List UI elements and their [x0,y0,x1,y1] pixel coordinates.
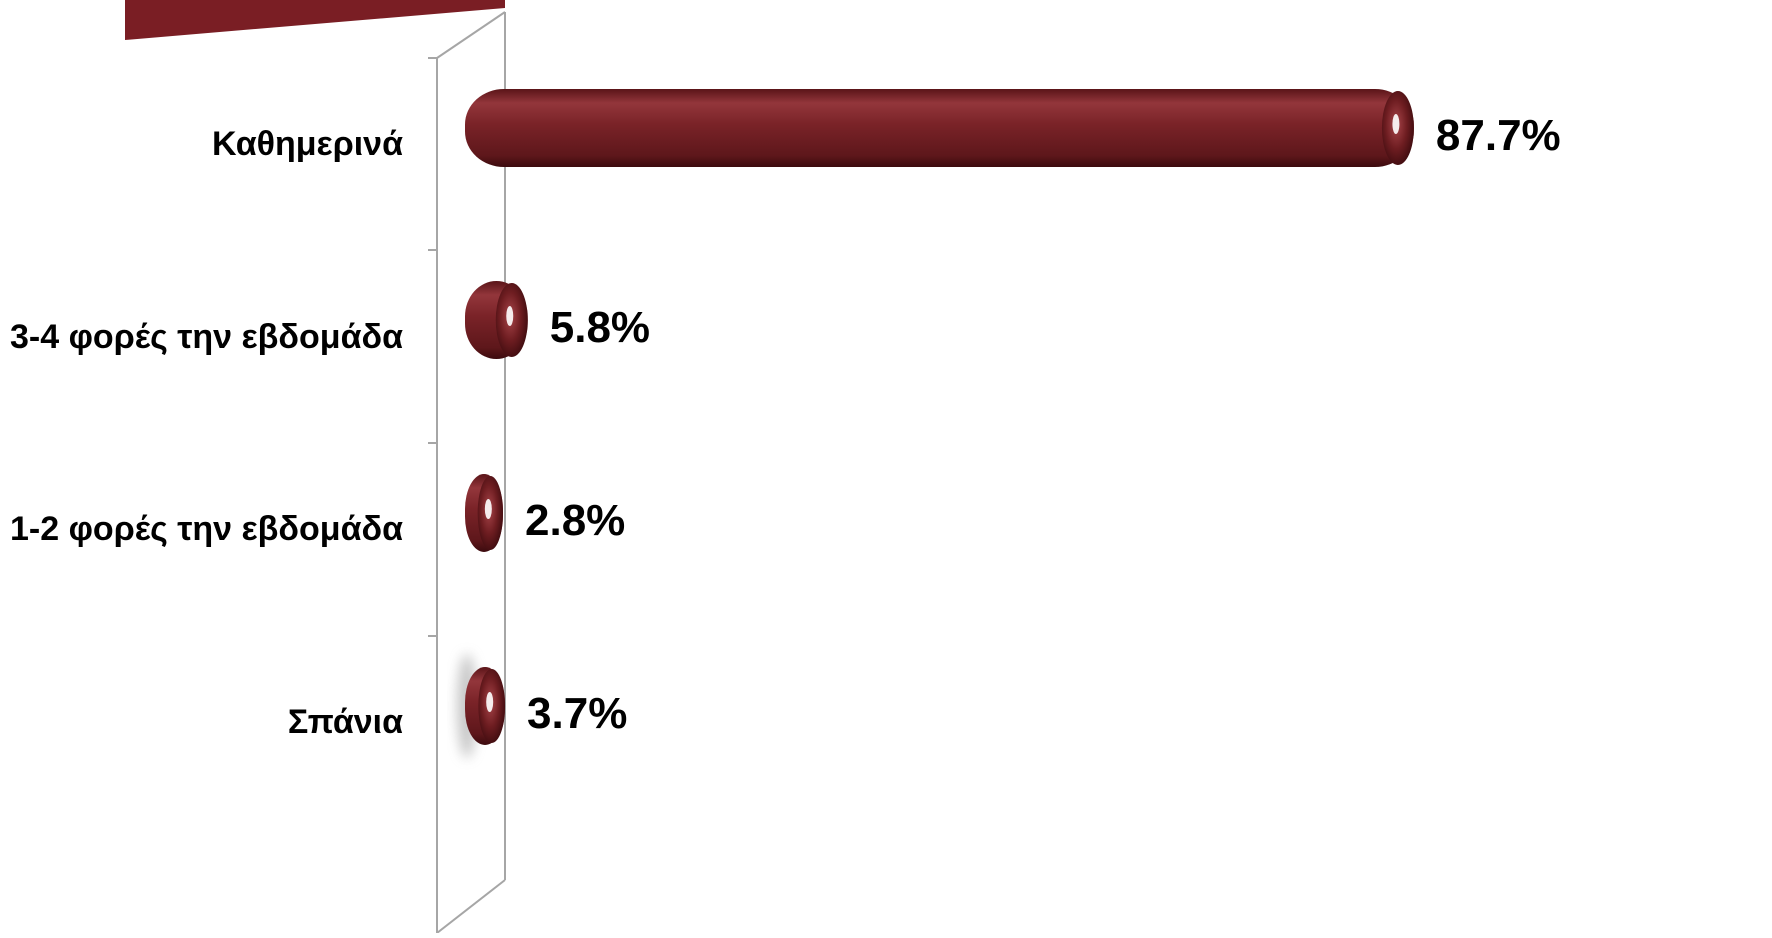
category-label: 1-2 φορές την εβδομάδα [10,510,403,548]
bar-highlight [1392,114,1400,134]
value-label: 3.7% [527,689,627,738]
value-label: 2.8% [525,496,625,545]
category-label: Σπάνια [288,703,403,741]
labels-layer: Καθημερινά 87.7% 3-4 φορές την εβδομάδα 5.8… [10,111,1561,741]
axis-bottom-diagonal [436,879,506,934]
axis-back-top [436,11,506,59]
bar-highlight [484,499,492,519]
bar-body [465,89,1414,167]
bar [465,474,504,552]
bar [465,89,1414,167]
category-label: 3-4 φορές την εβδομάδα [10,318,403,356]
category-label: Καθημερινά [212,125,403,163]
value-label: 5.8% [550,303,650,352]
bar [465,281,528,359]
value-label: 87.7% [1436,111,1561,160]
header-banner [125,0,505,40]
bars-layer [457,89,1414,758]
bar [457,654,506,758]
bar-highlight [486,692,494,712]
bar-highlight [506,306,514,326]
